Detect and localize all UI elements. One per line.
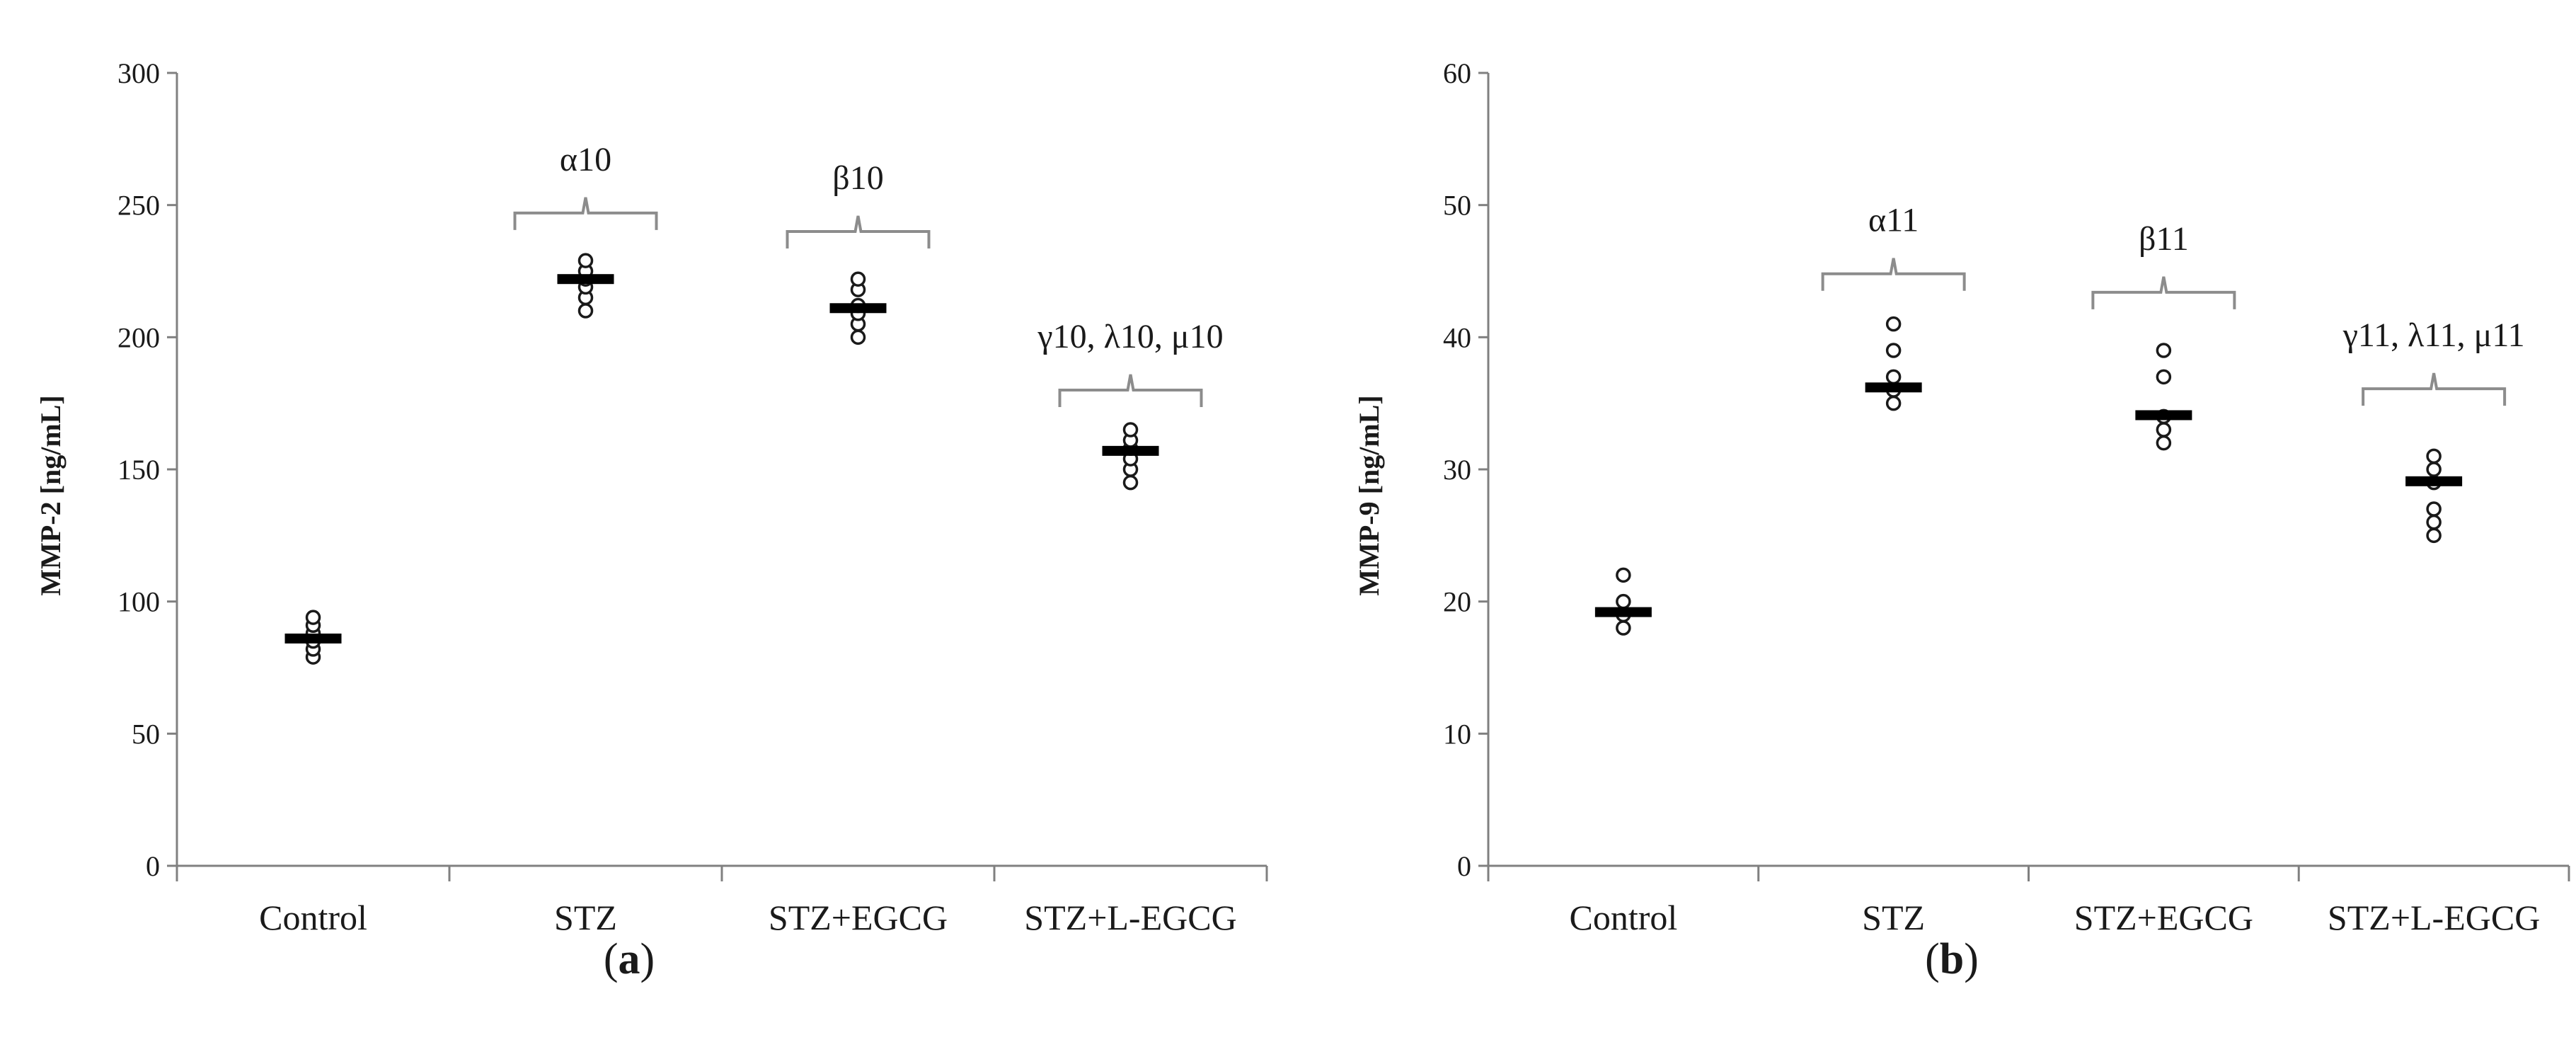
data-point — [850, 329, 866, 345]
mean-bar — [557, 274, 614, 285]
chart-a: 0 50 100 150 200 250 300 Control STZ STZ+EGCG STZ+… — [35, 57, 1268, 983]
data-point — [1885, 395, 1902, 411]
significance-bracket — [513, 197, 658, 230]
significance-annotation: α11 — [1868, 202, 1919, 239]
significance-bracket — [2362, 372, 2507, 406]
panel-label-a: (a) — [604, 935, 655, 983]
significance-bracket — [786, 215, 931, 248]
y-tick-label: 0 — [146, 850, 160, 882]
data-point — [2156, 435, 2172, 451]
x-tick-label: STZ — [554, 898, 617, 937]
mean-bar — [2405, 476, 2463, 486]
significance-annotation: β11 — [2139, 220, 2189, 258]
plot-area-a: 0 50 100 150 200 250 300 Control STZ STZ+EGCG STZ+… — [117, 57, 1268, 937]
significance-annotation: β10 — [832, 159, 883, 197]
data-point — [2426, 501, 2442, 517]
x-tick-label: STZ — [1862, 898, 1925, 937]
data-point — [2156, 343, 2172, 358]
x-tick-label: STZ+EGCG — [2074, 898, 2253, 937]
x-tick-label: STZ+L-EGCG — [1024, 898, 1236, 937]
y-tick-label: 200 — [117, 321, 160, 353]
x-tick-label: Control — [1569, 898, 1677, 937]
y-tick-label: 250 — [117, 190, 160, 222]
data-point — [1122, 474, 1139, 491]
data-point — [850, 271, 866, 287]
mean-bar — [1594, 607, 1652, 617]
y-tick-label: 60 — [1443, 57, 1471, 89]
data-point — [2426, 448, 2442, 464]
y-tick-label: 150 — [117, 454, 160, 486]
data-point — [1885, 316, 1902, 332]
y-tick-label: 20 — [1443, 586, 1471, 618]
y-tick-label: 30 — [1443, 454, 1471, 486]
y-tick-label: 100 — [117, 586, 160, 618]
chart-b: 0 10 20 30 40 50 60 Control STZ STZ+EGCG STZ+L-EGC… — [1353, 57, 2570, 983]
y-tick-label: 40 — [1443, 321, 1471, 353]
data-point — [2156, 422, 2172, 438]
y-tick-label: 0 — [1457, 850, 1471, 882]
y-tick-label: 50 — [132, 718, 160, 750]
significance-bracket — [1821, 258, 1966, 291]
chart-panel-b: 0 10 20 30 40 50 60 Control STZ STZ+EGCG STZ+L-EGC… — [1288, 0, 2576, 1052]
data-point — [577, 253, 594, 268]
data-point — [2426, 527, 2442, 544]
significance-annotation: γ11, λ11, μ11 — [2342, 316, 2525, 354]
mean-bar — [284, 633, 342, 644]
significance-annotation: γ10, λ10, μ10 — [1037, 318, 1223, 355]
data-point — [1885, 369, 1902, 385]
panel-letter-a: a — [619, 935, 640, 983]
chart-panel-a: 0 50 100 150 200 250 300 Control STZ STZ+EGCG STZ+… — [35, 57, 1268, 983]
significance-annotation: α10 — [560, 141, 611, 178]
y-axis-label-a: MMP-2 [ng/mL] — [35, 395, 67, 595]
data-point — [305, 610, 321, 625]
y-tick-label: 50 — [1443, 190, 1471, 222]
data-point — [2156, 369, 2172, 385]
data-point — [1122, 422, 1139, 438]
y-axis-label-b: MMP-9 [ng/mL] — [1353, 395, 1385, 595]
y-tick-label: 10 — [1443, 718, 1471, 750]
data-point — [1616, 567, 1631, 583]
mean-bar — [829, 303, 887, 314]
mean-bar — [2135, 410, 2192, 421]
data-point — [1616, 593, 1631, 610]
plot-area-b: 0 10 20 30 40 50 60 Control STZ STZ+EGCG STZ+L-EGC… — [1443, 57, 2570, 937]
data-point — [1885, 343, 1902, 358]
data-point — [577, 303, 594, 319]
data-point — [2426, 462, 2442, 477]
data-point — [2426, 514, 2442, 530]
significance-bracket — [1058, 374, 1203, 407]
x-tick-label: Control — [259, 898, 367, 937]
panel-label-b: (b) — [1925, 935, 1979, 983]
y-tick-label: 300 — [117, 57, 160, 89]
significance-bracket — [2091, 276, 2236, 309]
x-tick-label: STZ+EGCG — [769, 898, 948, 937]
mean-bar — [1102, 445, 1159, 456]
x-tick-label: STZ+L-EGCG — [2328, 898, 2540, 937]
panel-letter-b: b — [1940, 935, 1964, 983]
mean-bar — [1865, 382, 1922, 393]
data-point — [1616, 620, 1631, 636]
